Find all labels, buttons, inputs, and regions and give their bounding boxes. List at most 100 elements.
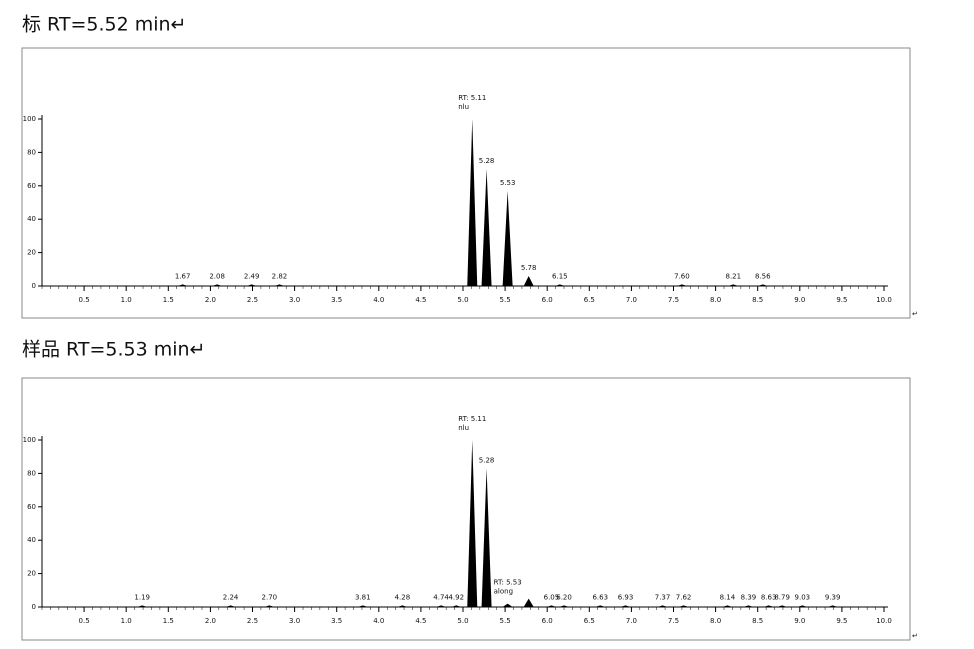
x-tick-label: 7.5	[668, 296, 679, 304]
peak-label: nlu	[458, 103, 469, 111]
peak	[523, 598, 534, 607]
x-tick-label: 3.0	[289, 617, 300, 625]
peak	[137, 605, 148, 607]
peak	[481, 468, 492, 607]
peak-label: 5.53	[500, 179, 516, 187]
peak	[467, 119, 478, 286]
x-tick-label: 7.0	[626, 296, 637, 304]
x-tick-label: 9.0	[794, 296, 805, 304]
peak	[467, 440, 478, 607]
x-tick-label: 4.5	[415, 296, 426, 304]
x-tick-label: 6.5	[584, 296, 595, 304]
x-tick-label: 8.0	[710, 296, 721, 304]
peak	[777, 605, 788, 607]
peak-label: 7.62	[676, 593, 692, 601]
peak	[225, 605, 236, 607]
peak-label: 4.28	[395, 593, 411, 601]
peak	[827, 605, 838, 607]
peak-label: 2.70	[262, 593, 278, 601]
x-tick-label: 4.5	[415, 617, 426, 625]
peak	[743, 605, 754, 607]
x-tick-label: 8.5	[752, 296, 763, 304]
x-tick-label: 10.0	[876, 617, 892, 625]
x-tick-label: 9.0	[794, 617, 805, 625]
end-mark: ↵	[912, 310, 918, 318]
y-tick-label: 0	[32, 603, 36, 611]
x-tick-label: 9.5	[836, 296, 847, 304]
x-tick-label: 2.5	[247, 296, 258, 304]
peak	[523, 275, 534, 286]
x-tick-label: 6.0	[542, 296, 553, 304]
peak-label: 1.19	[134, 593, 150, 601]
peak	[481, 169, 492, 286]
peak	[397, 605, 408, 607]
peak-label: 3.81	[355, 593, 371, 601]
peak-label: 5.78	[521, 264, 537, 272]
peak-label: 8.21	[725, 272, 741, 280]
x-tick-label: 0.5	[79, 296, 90, 304]
peak-label: nlu	[458, 424, 469, 432]
peak	[757, 284, 768, 286]
x-tick-label: 5.0	[457, 617, 468, 625]
y-tick-label: 100	[23, 436, 36, 444]
peak	[357, 605, 368, 607]
peak	[502, 603, 513, 607]
x-tick-label: 5.0	[457, 296, 468, 304]
peak-label: 6.93	[618, 593, 634, 601]
peak	[763, 605, 774, 607]
x-tick-label: 6.5	[584, 617, 595, 625]
peak-label: 6.20	[556, 593, 572, 601]
peak	[722, 605, 733, 607]
x-tick-label: 0.5	[79, 617, 90, 625]
x-tick-label: 1.5	[163, 617, 174, 625]
x-tick-label: 2.0	[205, 296, 216, 304]
x-tick-label: 1.0	[121, 296, 132, 304]
peak-label: 5.28	[479, 157, 495, 165]
x-tick-label: 3.0	[289, 296, 300, 304]
peak-label: along	[494, 588, 513, 596]
x-tick-label: 9.5	[836, 617, 847, 625]
peak-label: 4.92	[448, 593, 464, 601]
peak	[246, 284, 257, 286]
peak-label: 7.37	[655, 593, 671, 601]
x-tick-label: 3.5	[331, 617, 342, 625]
y-tick-label: 80	[27, 148, 36, 156]
peak-label: 8.56	[755, 272, 771, 280]
y-tick-label: 0	[32, 282, 36, 290]
peak-label: 9.03	[795, 593, 811, 601]
peak-label: 6.15	[552, 272, 568, 280]
x-tick-label: 8.0	[710, 617, 721, 625]
y-tick-label: 40	[27, 536, 36, 544]
x-tick-label: 3.5	[331, 296, 342, 304]
peak-label: 2.08	[209, 272, 225, 280]
peak	[657, 605, 668, 607]
x-tick-label: 7.5	[668, 617, 679, 625]
chart-title: 标 RT=5.52 min↵	[22, 14, 186, 36]
peak-label: 8.39	[741, 593, 757, 601]
x-tick-label: 2.0	[205, 617, 216, 625]
x-tick-label: 4.0	[373, 296, 384, 304]
peak-label: 5.28	[479, 456, 495, 464]
y-tick-label: 80	[27, 469, 36, 477]
peak	[274, 284, 285, 286]
x-tick-label: 1.5	[163, 296, 174, 304]
peak-label: RT: 5.11	[458, 94, 486, 102]
y-tick-label: 100	[23, 115, 36, 123]
peak-label: 8.79	[774, 593, 790, 601]
peak	[546, 605, 557, 607]
x-tick-label: 2.5	[247, 617, 258, 625]
peak	[502, 190, 513, 286]
peak	[554, 284, 565, 286]
peak-label: 2.24	[223, 593, 239, 601]
peak	[451, 605, 462, 607]
x-tick-label: 6.0	[542, 617, 553, 625]
plot-frame	[21, 377, 911, 641]
y-tick-label: 20	[27, 249, 36, 257]
peak-label: 6.63	[592, 593, 608, 601]
peak	[595, 605, 606, 607]
peak-label: RT: 5.11	[458, 415, 486, 423]
y-tick-label: 60	[27, 503, 36, 511]
peak	[212, 284, 223, 286]
